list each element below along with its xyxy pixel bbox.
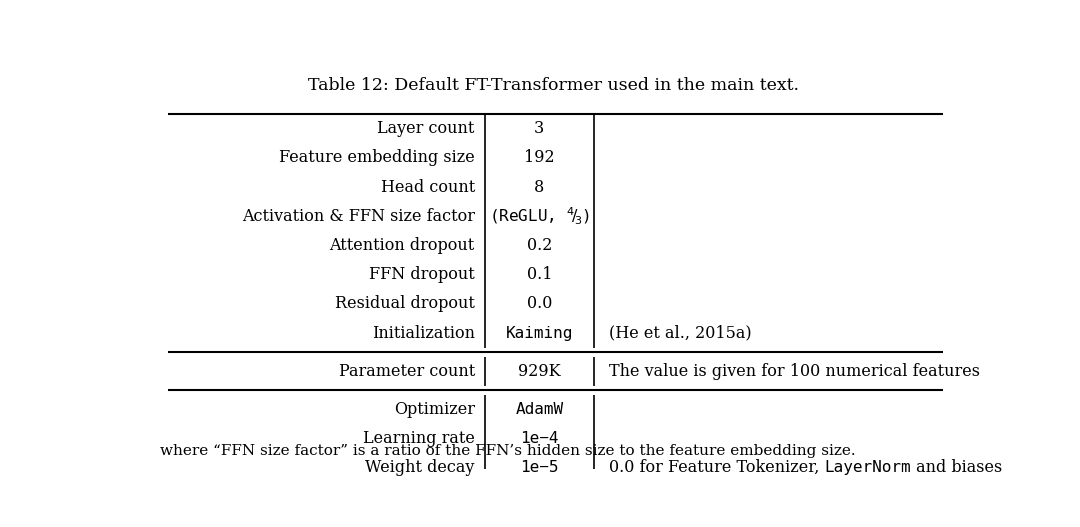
- Text: 3: 3: [535, 120, 544, 137]
- Text: Residual dropout: Residual dropout: [335, 295, 475, 313]
- Text: 929K: 929K: [518, 363, 561, 380]
- Text: Table 12: Default FT-Transformer used in the main text.: Table 12: Default FT-Transformer used in…: [308, 77, 799, 94]
- Text: Parameter count: Parameter count: [338, 363, 475, 380]
- Text: The value is given for 100 numerical features: The value is given for 100 numerical fea…: [609, 363, 980, 380]
- Text: Kaiming: Kaiming: [505, 326, 573, 340]
- Text: FFN dropout: FFN dropout: [369, 266, 475, 283]
- Text: 0.0: 0.0: [527, 295, 552, 313]
- Text: Learning rate: Learning rate: [363, 430, 475, 447]
- Text: Optimizer: Optimizer: [394, 401, 475, 418]
- Text: Initialization: Initialization: [372, 325, 475, 341]
- Text: Feature embedding size: Feature embedding size: [279, 149, 475, 167]
- Text: 0.2: 0.2: [527, 237, 552, 254]
- Text: Attention dropout: Attention dropout: [329, 237, 475, 254]
- Text: Weight decay: Weight decay: [365, 460, 475, 476]
- Text: Activation & FFN size factor: Activation & FFN size factor: [242, 208, 475, 225]
- Text: 0.1: 0.1: [527, 266, 552, 283]
- Text: Head count: Head count: [380, 179, 475, 196]
- Text: 0.0 for Feature Tokenizer,: 0.0 for Feature Tokenizer,: [609, 460, 824, 476]
- Text: 8: 8: [535, 179, 544, 196]
- Text: Layer count: Layer count: [377, 120, 475, 137]
- Text: (He et al., 2015a): (He et al., 2015a): [609, 325, 752, 341]
- Text: and biases: and biases: [910, 460, 1002, 476]
- Text: 1e−4: 1e−4: [521, 431, 558, 446]
- Text: where “FFN size factor” is a ratio of the FFN’s hidden size to the feature embed: where “FFN size factor” is a ratio of th…: [160, 444, 855, 457]
- Text: (ReGLU, $^4\!/\!_3$): (ReGLU, $^4\!/\!_3$): [489, 206, 590, 227]
- Text: 192: 192: [524, 149, 555, 167]
- Text: 1e−5: 1e−5: [521, 460, 558, 475]
- Text: AdamW: AdamW: [515, 402, 564, 417]
- Text: LayerNorm: LayerNorm: [824, 460, 910, 475]
